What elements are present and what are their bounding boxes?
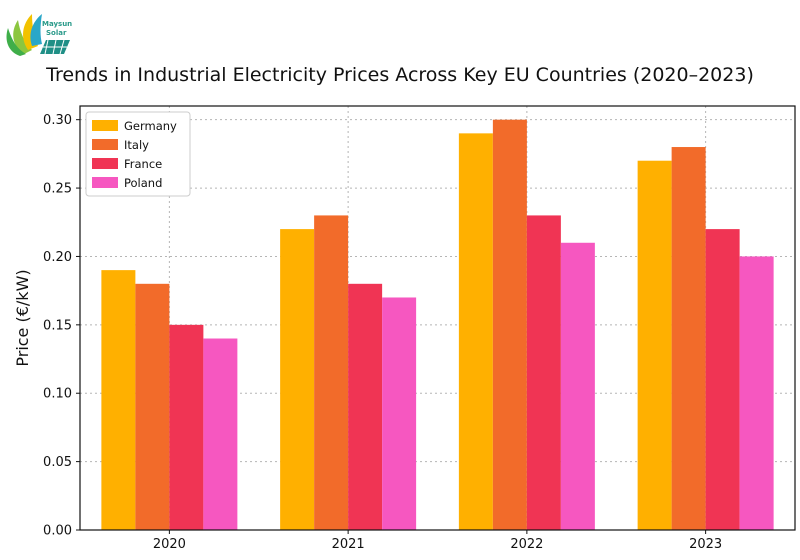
legend-frame bbox=[85, 111, 191, 197]
maysun-solar-logo: Maysun Solar bbox=[6, 14, 72, 56]
leaf-icon bbox=[6, 14, 42, 56]
legend-swatch-germany bbox=[92, 120, 118, 131]
bar-italy-2020 bbox=[135, 283, 170, 530]
y-tick-label: 0.10 bbox=[43, 387, 72, 402]
legend-label-germany: Germany bbox=[124, 119, 177, 133]
y-tick-label: 0.15 bbox=[43, 318, 72, 333]
y-tick-label: 0.25 bbox=[43, 182, 72, 197]
y-tick-label: 0.30 bbox=[43, 113, 72, 128]
bar-germany-2023 bbox=[637, 160, 672, 531]
tick-labels: 0.00 0.05 0.10 0.15 0.20 0.25 0.30 2020 2021 2022… bbox=[43, 113, 722, 552]
y-tick-label: 0.20 bbox=[43, 250, 72, 265]
plot-frame bbox=[79, 105, 796, 531]
x-tick-label: 2020 bbox=[153, 537, 186, 552]
chart-title: Trends in Industrial Electricity Prices … bbox=[45, 64, 754, 86]
legend-swatch-poland bbox=[92, 177, 118, 188]
bar-france-2021 bbox=[348, 283, 383, 530]
bar-germany-2022 bbox=[458, 133, 493, 530]
bar-germany-2020 bbox=[101, 270, 136, 530]
bar-france-2022 bbox=[526, 215, 561, 530]
bar-france-2020 bbox=[169, 324, 204, 530]
legend-swatch-france bbox=[92, 158, 118, 169]
bars bbox=[101, 119, 774, 531]
bar-italy-2021 bbox=[314, 215, 349, 530]
logo-name-line1: Maysun bbox=[42, 20, 72, 28]
solar-panel-icon bbox=[40, 39, 70, 55]
x-tick-label: 2023 bbox=[689, 537, 722, 552]
y-tick-label: 0.05 bbox=[43, 455, 72, 470]
y-axis-label: Price (€/kW) bbox=[13, 269, 32, 366]
x-tick-label: 2021 bbox=[332, 537, 365, 552]
legend-label-poland: Poland bbox=[124, 176, 162, 190]
x-tick-label: 2022 bbox=[510, 537, 543, 552]
legend-label-france: France bbox=[124, 157, 162, 171]
bar-poland-2020 bbox=[203, 338, 238, 530]
bar-italy-2023 bbox=[671, 147, 706, 530]
axes bbox=[79, 105, 796, 531]
y-tick-label: 0.00 bbox=[43, 524, 72, 539]
bar-poland-2022 bbox=[560, 242, 595, 530]
bar-germany-2021 bbox=[280, 229, 315, 530]
legend-label-italy: Italy bbox=[124, 138, 149, 152]
bar-poland-2023 bbox=[739, 256, 774, 530]
logo-name-line2: Solar bbox=[46, 29, 67, 37]
legend-swatch-italy bbox=[92, 139, 118, 150]
bar-poland-2021 bbox=[382, 297, 417, 530]
bar-italy-2022 bbox=[492, 119, 527, 530]
bar-france-2023 bbox=[705, 229, 740, 530]
legend: Germany Italy France Poland bbox=[85, 111, 191, 197]
